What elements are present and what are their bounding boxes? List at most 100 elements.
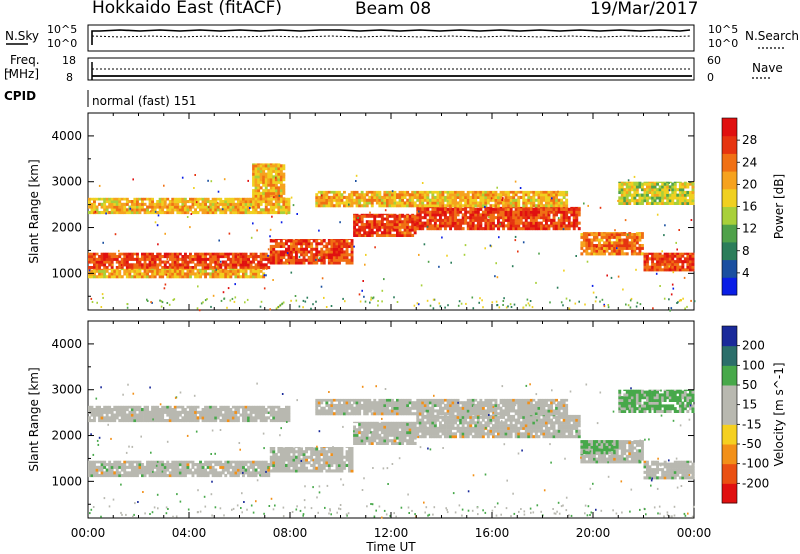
heatmap-cell-power — [423, 195, 427, 199]
heatmap-cell-power — [199, 269, 202, 273]
heatmap-cell-power — [550, 207, 553, 211]
heatmap-cell-vel — [128, 460, 132, 464]
heatmap-cell-vel — [418, 435, 422, 439]
heatmap-cell-vel — [373, 422, 377, 426]
heatmap-cell-power — [272, 250, 276, 254]
heatmap-cell-power — [620, 241, 624, 245]
heatmap-cell-power — [123, 272, 127, 276]
heatmap-cell-power — [380, 217, 384, 221]
heatmap-cell-power — [181, 268, 185, 271]
heatmap-cell-power — [252, 175, 255, 179]
heatmap-cell-power — [242, 275, 245, 279]
heatmap-cell-power — [663, 265, 667, 269]
heatmap-cell-power — [666, 193, 670, 197]
heatmap-cell-power — [476, 227, 480, 231]
heatmap-cell-power — [231, 255, 235, 259]
heatmap-cell-power — [252, 194, 255, 198]
heatmap-cell-power — [560, 204, 564, 208]
heatmap-cell-vel — [383, 425, 387, 429]
heatmap-cell-power — [257, 169, 261, 173]
heatmap-cell-power — [456, 213, 460, 217]
heatmap-cell-power — [201, 197, 205, 201]
heatmap-cell-power — [105, 252, 109, 256]
heatmap-cell-power — [580, 233, 584, 237]
heatmap-cell-power — [171, 260, 175, 264]
heatmap-cell-power — [365, 223, 369, 227]
heatmap-cell-power — [120, 252, 124, 256]
heatmap-cell-power — [244, 205, 248, 209]
heatmap-cell-power — [651, 260, 654, 264]
heatmap-cell-power — [98, 197, 101, 201]
heatmap-cell-vel — [373, 431, 377, 435]
heatmap-cell-power — [593, 249, 596, 253]
heatmap-cell-power — [365, 190, 369, 194]
heatmap-cell-power — [120, 205, 124, 209]
heatmap-cell-power — [618, 199, 622, 203]
heatmap-cell-power — [211, 269, 215, 273]
heatmap-cell-power — [380, 214, 384, 218]
heatmap-cell-power — [635, 201, 639, 205]
heatmap-cell-power — [279, 258, 283, 262]
heatmap-cell-power — [547, 190, 551, 194]
heatmap-cell-power — [272, 191, 276, 195]
heatmap-cell-power — [449, 213, 452, 217]
heatmap-cell-power — [499, 213, 503, 217]
heatmap-cell-power — [317, 201, 321, 205]
heatmap-cell-power — [479, 216, 483, 220]
heatmap-cell-power — [633, 188, 637, 192]
heatmap-cell-power — [608, 233, 612, 237]
heatmap-cell-power — [552, 210, 556, 214]
heatmap-cell-vel — [305, 447, 308, 451]
heatmap-cell-power — [186, 205, 190, 209]
heatmap-cell-power — [120, 266, 124, 270]
heatmap-cell-power — [88, 272, 91, 276]
heatmap-cell-vel — [358, 421, 362, 424]
heatmap-cell-vel — [444, 424, 447, 428]
heatmap-cell-power — [130, 200, 134, 204]
heatmap-cell-vel — [358, 441, 362, 445]
heatmap-cell-power — [113, 208, 117, 212]
heatmap-cell-vel — [555, 432, 558, 436]
heatmap-cell-vel — [386, 433, 389, 437]
heatmap-cell-power — [186, 208, 190, 212]
heatmap-cell-power — [252, 211, 255, 215]
heatmap-cell-power — [590, 244, 594, 248]
heatmap-speck-power — [420, 284, 423, 287]
heatmap-cell-power — [436, 227, 440, 231]
heatmap-cell-vel — [436, 418, 440, 422]
heatmap-cell-power — [534, 216, 538, 220]
heatmap-cell-power — [201, 263, 205, 267]
heatmap-cell-power — [537, 190, 541, 194]
heatmap-cell-power — [302, 253, 306, 257]
heatmap-cell-power — [598, 249, 601, 253]
heatmap-cell-power — [199, 272, 202, 276]
heatmap-cell-power — [383, 228, 387, 232]
heatmap-cell-power — [681, 268, 685, 272]
heatmap-cell-vel — [408, 422, 412, 426]
heatmap-cell-power — [547, 195, 551, 199]
heatmap-cell-power — [446, 207, 450, 211]
heatmap-cell-power — [365, 204, 369, 208]
heatmap-cell-vel — [315, 461, 319, 465]
heatmap-cell-vel — [252, 465, 255, 469]
heatmap-cell-vel — [125, 474, 129, 478]
heatmap-cell-vel — [300, 447, 303, 451]
heatmap-speck-power — [98, 184, 101, 187]
heatmap-cell-power — [191, 255, 195, 259]
heatmap-cell-power — [191, 260, 195, 264]
heatmap-cell-vel — [431, 426, 435, 430]
heatmap-cell-power — [95, 197, 99, 201]
heatmap-cell-vel — [292, 458, 296, 462]
heatmap-cell-power — [691, 182, 695, 186]
heatmap-cell-vel — [393, 428, 397, 432]
heatmap-cell-vel — [141, 465, 144, 469]
heatmap-cell-power — [658, 262, 662, 266]
ground-scatter-speck-power — [549, 301, 551, 304]
heatmap-cell-vel — [277, 458, 281, 462]
heatmap-cell-vel — [497, 424, 500, 428]
heatmap-cell-power — [136, 252, 139, 256]
heatmap-cell-vel — [224, 468, 228, 472]
heatmap-cell-vel — [184, 465, 187, 469]
heatmap-cell-power — [133, 200, 137, 204]
heatmap-cell-power — [231, 205, 235, 209]
